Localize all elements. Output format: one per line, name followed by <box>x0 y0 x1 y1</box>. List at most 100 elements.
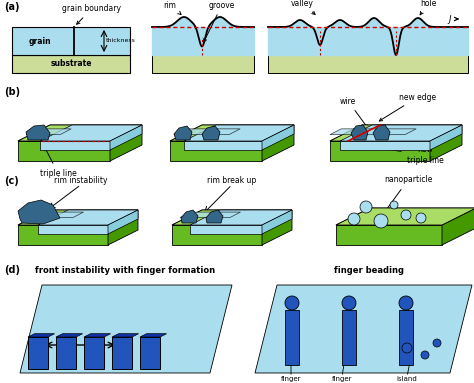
Polygon shape <box>340 125 462 141</box>
Text: J: J <box>449 15 458 23</box>
Polygon shape <box>152 27 254 55</box>
Circle shape <box>416 213 426 223</box>
Text: thickness: thickness <box>106 39 136 44</box>
Polygon shape <box>18 125 142 141</box>
Polygon shape <box>18 125 142 141</box>
Text: finger
instability: finger instability <box>325 376 359 383</box>
Text: finger
formation: finger formation <box>274 376 308 383</box>
Polygon shape <box>174 129 240 134</box>
Circle shape <box>401 210 411 220</box>
Polygon shape <box>430 125 462 150</box>
Text: (a): (a) <box>4 2 19 12</box>
Polygon shape <box>12 27 130 55</box>
Polygon shape <box>18 200 60 224</box>
Polygon shape <box>20 212 83 218</box>
Text: rim break up: rim break up <box>207 175 256 185</box>
Text: (c): (c) <box>4 176 19 186</box>
Polygon shape <box>56 334 82 337</box>
Polygon shape <box>351 125 368 140</box>
Polygon shape <box>268 27 468 55</box>
Polygon shape <box>110 125 142 150</box>
Polygon shape <box>262 210 292 245</box>
Text: nanoparticle: nanoparticle <box>383 175 432 214</box>
Polygon shape <box>174 126 192 140</box>
Polygon shape <box>262 125 294 150</box>
Polygon shape <box>206 210 223 223</box>
Circle shape <box>348 213 360 225</box>
Polygon shape <box>184 125 294 141</box>
Polygon shape <box>140 337 160 369</box>
Polygon shape <box>268 55 468 73</box>
Polygon shape <box>84 337 104 369</box>
Circle shape <box>390 201 398 209</box>
Polygon shape <box>40 125 142 141</box>
Polygon shape <box>255 285 472 373</box>
Circle shape <box>285 296 299 310</box>
Text: valley: valley <box>291 0 315 15</box>
Polygon shape <box>181 210 198 223</box>
Polygon shape <box>330 141 430 161</box>
Polygon shape <box>285 310 299 365</box>
Polygon shape <box>28 337 48 369</box>
Polygon shape <box>373 125 390 140</box>
Circle shape <box>342 296 356 310</box>
Polygon shape <box>172 210 292 225</box>
Polygon shape <box>56 337 76 369</box>
Circle shape <box>421 351 429 359</box>
Text: new
triple line: new triple line <box>357 144 443 165</box>
Polygon shape <box>190 210 292 225</box>
Polygon shape <box>180 212 240 218</box>
Polygon shape <box>430 125 462 161</box>
Polygon shape <box>330 129 416 134</box>
Polygon shape <box>399 310 413 365</box>
Polygon shape <box>18 210 138 225</box>
Polygon shape <box>342 310 356 365</box>
Polygon shape <box>336 225 442 245</box>
Polygon shape <box>112 334 138 337</box>
Polygon shape <box>18 225 108 245</box>
Polygon shape <box>170 125 294 141</box>
Polygon shape <box>202 126 220 140</box>
Polygon shape <box>262 210 292 234</box>
Text: rim instability: rim instability <box>54 175 108 185</box>
Polygon shape <box>26 129 71 134</box>
Polygon shape <box>340 141 430 150</box>
Text: (b): (b) <box>4 87 20 97</box>
Text: triple line: triple line <box>40 147 76 177</box>
Circle shape <box>402 343 412 353</box>
Text: new edge: new edge <box>379 93 437 121</box>
Text: grain boundary: grain boundary <box>63 4 121 24</box>
Text: island
generation: island generation <box>388 376 426 383</box>
Polygon shape <box>38 210 138 225</box>
Circle shape <box>433 339 441 347</box>
Text: hole: hole <box>420 0 436 15</box>
Polygon shape <box>26 125 50 140</box>
Text: finger beading: finger beading <box>335 266 404 275</box>
Polygon shape <box>330 125 462 141</box>
Polygon shape <box>184 141 262 150</box>
Polygon shape <box>170 141 262 161</box>
Polygon shape <box>18 141 110 161</box>
Polygon shape <box>12 55 130 73</box>
Polygon shape <box>84 334 110 337</box>
Polygon shape <box>108 210 138 234</box>
Polygon shape <box>28 334 55 337</box>
Text: (d): (d) <box>4 265 20 275</box>
Polygon shape <box>18 210 138 225</box>
Polygon shape <box>152 55 254 73</box>
Polygon shape <box>108 210 138 245</box>
Polygon shape <box>112 337 132 369</box>
Polygon shape <box>442 208 474 245</box>
Polygon shape <box>172 210 292 225</box>
Polygon shape <box>336 208 474 225</box>
Polygon shape <box>190 225 262 234</box>
Polygon shape <box>140 334 166 337</box>
Polygon shape <box>330 125 462 141</box>
Text: wire: wire <box>340 97 368 128</box>
Polygon shape <box>40 141 110 150</box>
Circle shape <box>374 214 388 228</box>
Text: substrate: substrate <box>50 59 92 69</box>
Text: rim: rim <box>164 0 181 15</box>
Text: groove: groove <box>204 0 235 42</box>
Polygon shape <box>20 285 232 373</box>
